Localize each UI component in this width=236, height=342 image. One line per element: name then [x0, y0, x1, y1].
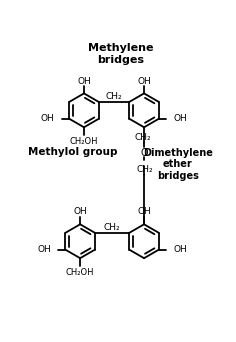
- Text: CH₂: CH₂: [136, 165, 153, 174]
- Text: OH: OH: [137, 77, 151, 86]
- Text: O: O: [140, 148, 148, 158]
- Text: CH₂: CH₂: [104, 223, 120, 232]
- Text: Methylene
bridges: Methylene bridges: [88, 43, 154, 65]
- Text: Methylol group: Methylol group: [28, 147, 117, 157]
- Text: CH₂: CH₂: [106, 92, 122, 101]
- Text: Dimethylene
ether
bridges: Dimethylene ether bridges: [143, 148, 213, 181]
- Text: OH: OH: [73, 208, 87, 216]
- Text: CH₂: CH₂: [135, 133, 152, 142]
- Text: CH₂OH: CH₂OH: [70, 137, 98, 146]
- Text: OH: OH: [173, 114, 187, 123]
- Text: OH: OH: [37, 245, 51, 254]
- Text: CH₂OH: CH₂OH: [66, 267, 94, 277]
- Text: OH: OH: [41, 114, 55, 123]
- Text: OH: OH: [77, 77, 91, 86]
- Text: OH: OH: [137, 208, 151, 216]
- Text: OH: OH: [173, 245, 187, 254]
